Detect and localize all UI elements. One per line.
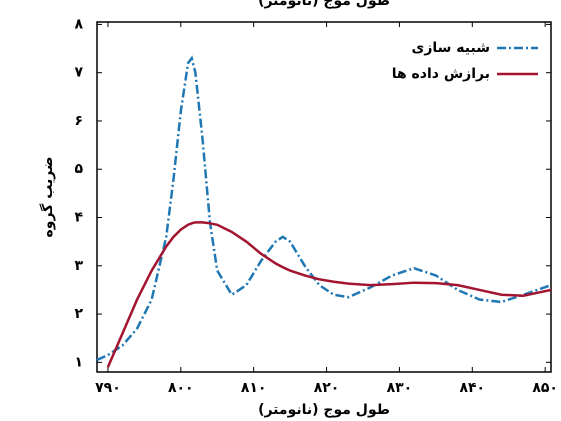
legend-label: شبیه سازی [412, 40, 490, 56]
x-tick-label: ۸۴۰ [459, 380, 485, 396]
y-tick-label: ۷ [74, 65, 83, 81]
y-tick-label: ۲ [74, 306, 83, 322]
x-tick-label: ۸۱۰ [241, 380, 267, 396]
plot-frame [96, 21, 552, 373]
x-tick-label: ۸۲۰ [314, 380, 340, 396]
y-axis-label: ضریب گروه [39, 156, 56, 237]
x-tick-label: ۷۹۰ [95, 380, 121, 396]
y-tick-label: ۸ [74, 16, 83, 32]
x-axis-label: طول موج (نانومتر) [258, 402, 390, 418]
y-tick-label: ۵ [74, 161, 83, 177]
chart-title: طول موج (نانومتر) [258, 0, 390, 9]
y-tick-label: ۳ [74, 258, 83, 274]
y-tick-label: ۶ [74, 113, 83, 129]
y-tick-label: ۴ [74, 210, 83, 226]
legend-label: برازش داده ها [392, 66, 490, 82]
x-tick-label: ۸۰۰ [168, 380, 194, 396]
line-series [96, 55, 552, 362]
x-tick-label: ۸۵۰ [532, 380, 558, 396]
line-series [106, 221, 552, 368]
x-tick-label: ۸۳۰ [387, 380, 413, 396]
y-tick-label: ۱ [74, 354, 83, 370]
